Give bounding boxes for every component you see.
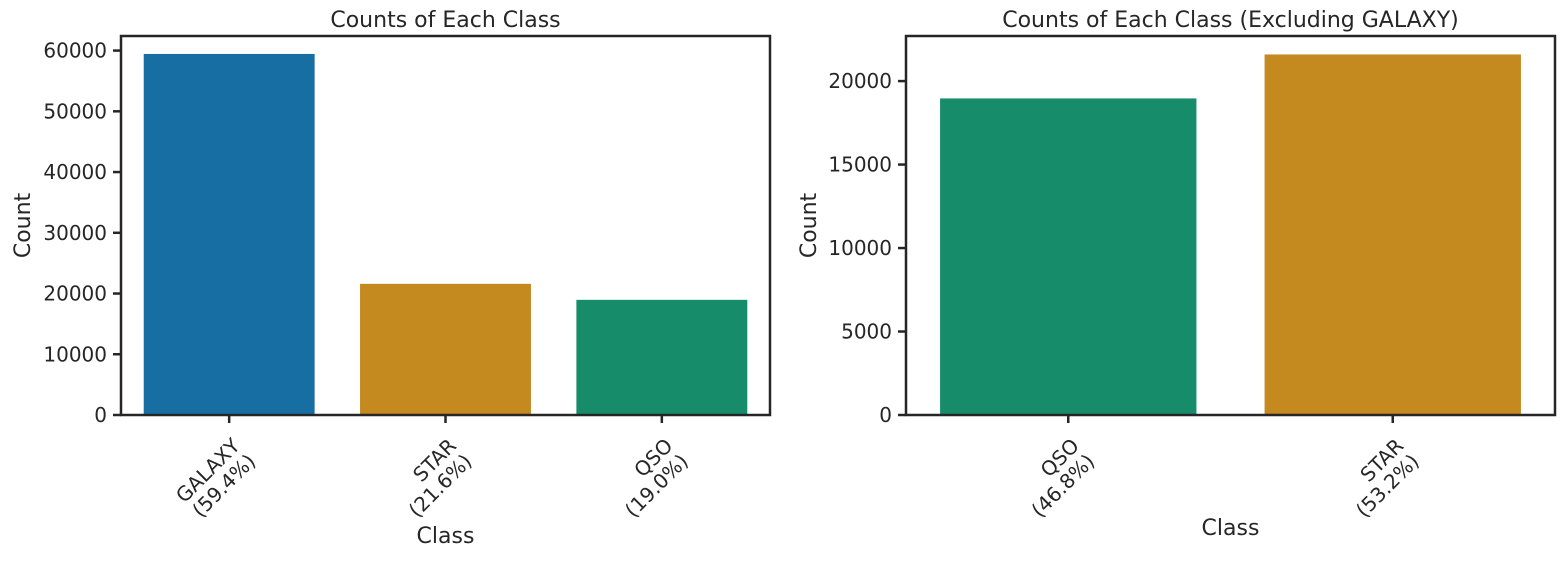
x-tick-label-galaxy: GALAXY(59.4%) [171,433,261,523]
bar-qso [940,98,1197,415]
y-tick-label: 40000 [43,160,107,184]
chart-counts-all-classes: 0 10000 20000 30000 40000 50000 60000 GALAXY(59… [11,8,772,549]
y-axis-label: Count [11,192,36,258]
y-tick-label: 0 [879,403,892,427]
chart-title: Counts of Each Class [330,8,560,33]
x-tick-label-qso: QSO(19.0%) [604,434,692,522]
plot-frame [904,34,1557,417]
chart-counts-excluding-galaxy: 0 5000 10000 15000 20000 QSO(46.8%) STAR(53.2%… [797,8,1557,541]
y-tick-label: 0 [94,403,107,427]
y-tick-label: 10000 [828,236,892,260]
bar-star [1264,54,1521,415]
y-tick-label: 10000 [43,342,107,366]
x-tick-label-qso: QSO(46.8%) [1011,434,1099,522]
y-tick-label: 30000 [43,221,107,245]
x-axis-label: Class [1202,516,1260,541]
x-axis-label: Class [417,524,475,549]
y-axis-label: Count [797,192,822,258]
y-tick-label: 50000 [43,99,107,123]
y-tick-label: 5000 [841,320,892,344]
y-tick-label: 20000 [828,69,892,93]
x-tick-label-star: STAR(53.2%) [1335,433,1424,522]
chart-title: Counts of Each Class (Excluding GALAXY) [1002,8,1459,33]
bar-qso [576,299,748,415]
y-tick-label: 60000 [43,39,107,63]
y-tick-label: 20000 [43,282,107,306]
y-tick-label: 15000 [828,153,892,177]
bar-star [360,283,531,415]
bar-galaxy [143,53,315,415]
x-tick-label-star: STAR(21.6%) [388,433,477,522]
